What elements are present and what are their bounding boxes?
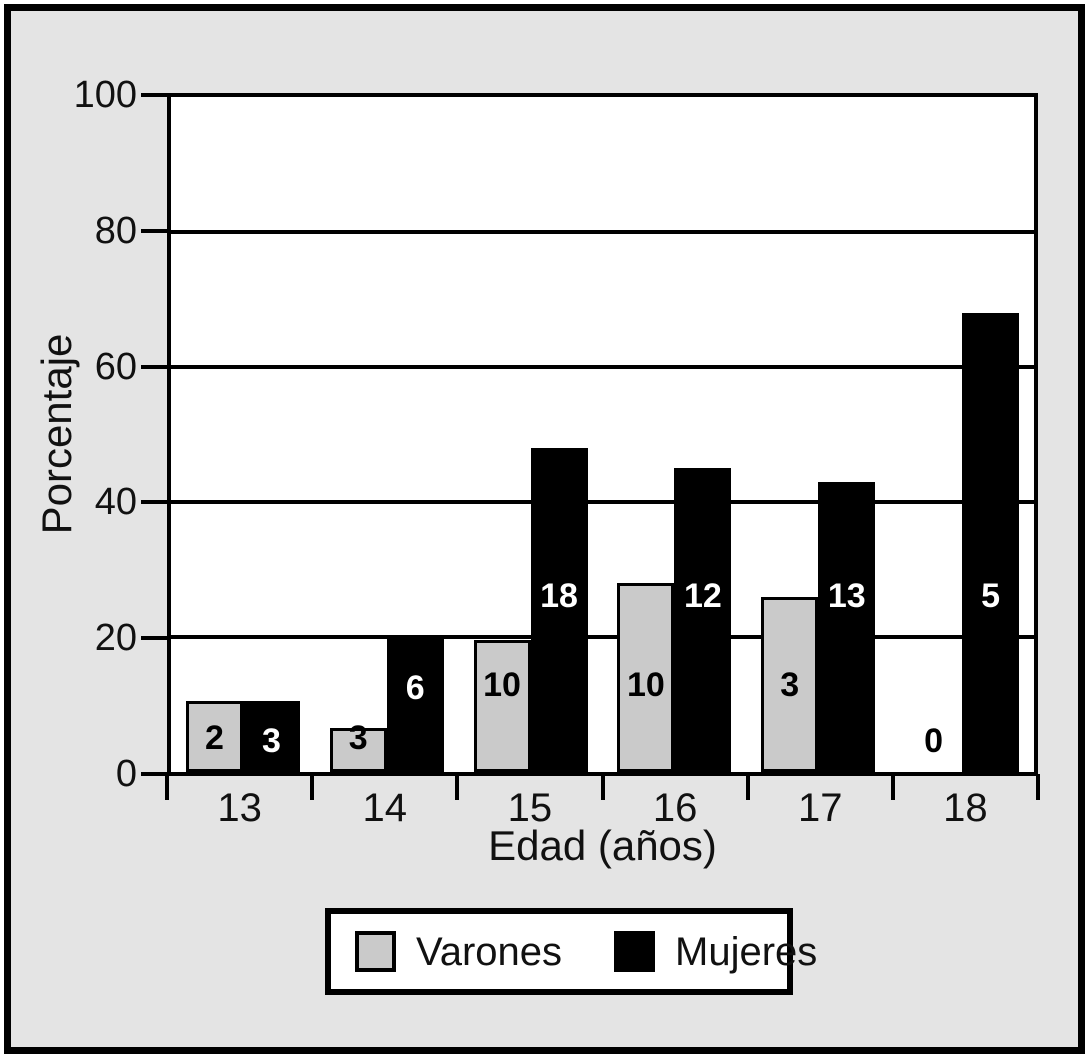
bar-mujeres-16: 12 <box>674 468 732 772</box>
x-tick-label-13: 13 <box>217 786 262 830</box>
x-axis-title: Edad (años) <box>488 822 717 869</box>
x-tick-2 <box>455 774 460 800</box>
x-tick-label-16: 16 <box>652 786 698 830</box>
category-group-17: 3 13 <box>746 97 890 772</box>
bar-label-varones-17: 3 <box>780 666 800 704</box>
y-tick-100 <box>141 93 167 97</box>
bar-label-mujeres-15: 18 <box>540 577 578 615</box>
x-tick-label-14: 14 <box>362 786 407 830</box>
bar-mujeres-14: 6 <box>386 637 444 772</box>
x-tick-4 <box>745 774 750 800</box>
y-tick-40 <box>141 500 167 505</box>
legend-label-varones: Varones <box>416 929 563 974</box>
bar-varones-17: 3 <box>761 596 819 772</box>
gridline-40 <box>171 500 1034 504</box>
bar-label-varones-16: 10 <box>626 666 665 704</box>
bar-mujeres-17: 13 <box>818 481 876 772</box>
bar-label-varones-14: 3 <box>348 719 368 757</box>
bar-label-mujeres-18: 5 <box>981 577 1001 615</box>
y-tick-label-80: 80 <box>94 209 137 252</box>
y-tick-0 <box>141 772 167 776</box>
bar-mujeres-18: 5 <box>962 313 1020 772</box>
bar-mujeres-15: 18 <box>530 448 588 772</box>
x-tick-label-18: 18 <box>943 786 988 830</box>
legend-swatch-mujeres <box>614 931 656 972</box>
bar-mujeres-13: 3 <box>242 701 300 772</box>
legend: Varones Mujeres <box>325 908 817 995</box>
x-tick-5 <box>890 774 895 800</box>
category-group-16: 10 12 <box>603 97 747 772</box>
x-tick-label-15: 15 <box>507 786 553 830</box>
y-tick-label-40: 40 <box>94 481 137 524</box>
y-tick-60 <box>141 364 167 369</box>
y-tick-label-60: 60 <box>94 345 137 388</box>
category-group-15: 10 18 <box>459 97 603 772</box>
bar-label-varones-18: 0 <box>924 722 944 760</box>
y-tick-label-100: 100 <box>73 74 137 116</box>
bar-label-mujeres-14: 6 <box>405 669 425 707</box>
y-axis-title: Porcentaje <box>33 333 80 535</box>
y-tick-label-0: 0 <box>115 753 137 795</box>
x-tick-3 <box>600 774 605 800</box>
legend-label-mujeres: Mujeres <box>675 929 818 974</box>
bar-label-varones-13: 2 <box>204 719 224 757</box>
bar-label-mujeres-16: 12 <box>683 577 722 615</box>
y-tick-80 <box>141 228 167 233</box>
bar-label-mujeres-13: 3 <box>261 722 281 760</box>
x-tick-0 <box>165 774 169 800</box>
plot-area: 2 3 3 6 10 18 10 12 3 13 0 5 <box>167 93 1038 776</box>
legend-swatch-varones <box>355 931 396 972</box>
gridline-80 <box>171 230 1034 234</box>
bar-varones-13: 2 <box>185 701 243 772</box>
bar-varones-16: 10 <box>617 583 675 772</box>
x-tick-1 <box>310 774 315 800</box>
x-tick-6 <box>1036 774 1040 800</box>
bar-varones-14: 3 <box>329 721 387 772</box>
gridline-60 <box>171 365 1034 369</box>
bar-label-varones-15: 10 <box>483 666 521 704</box>
y-tick-20 <box>141 636 167 641</box>
gridline-20 <box>171 635 1034 639</box>
y-tick-label-20: 20 <box>94 617 137 660</box>
bar-label-mujeres-17: 13 <box>827 577 866 615</box>
x-tick-label-17: 17 <box>797 786 843 830</box>
bar-varones-15: 10 <box>473 640 531 772</box>
